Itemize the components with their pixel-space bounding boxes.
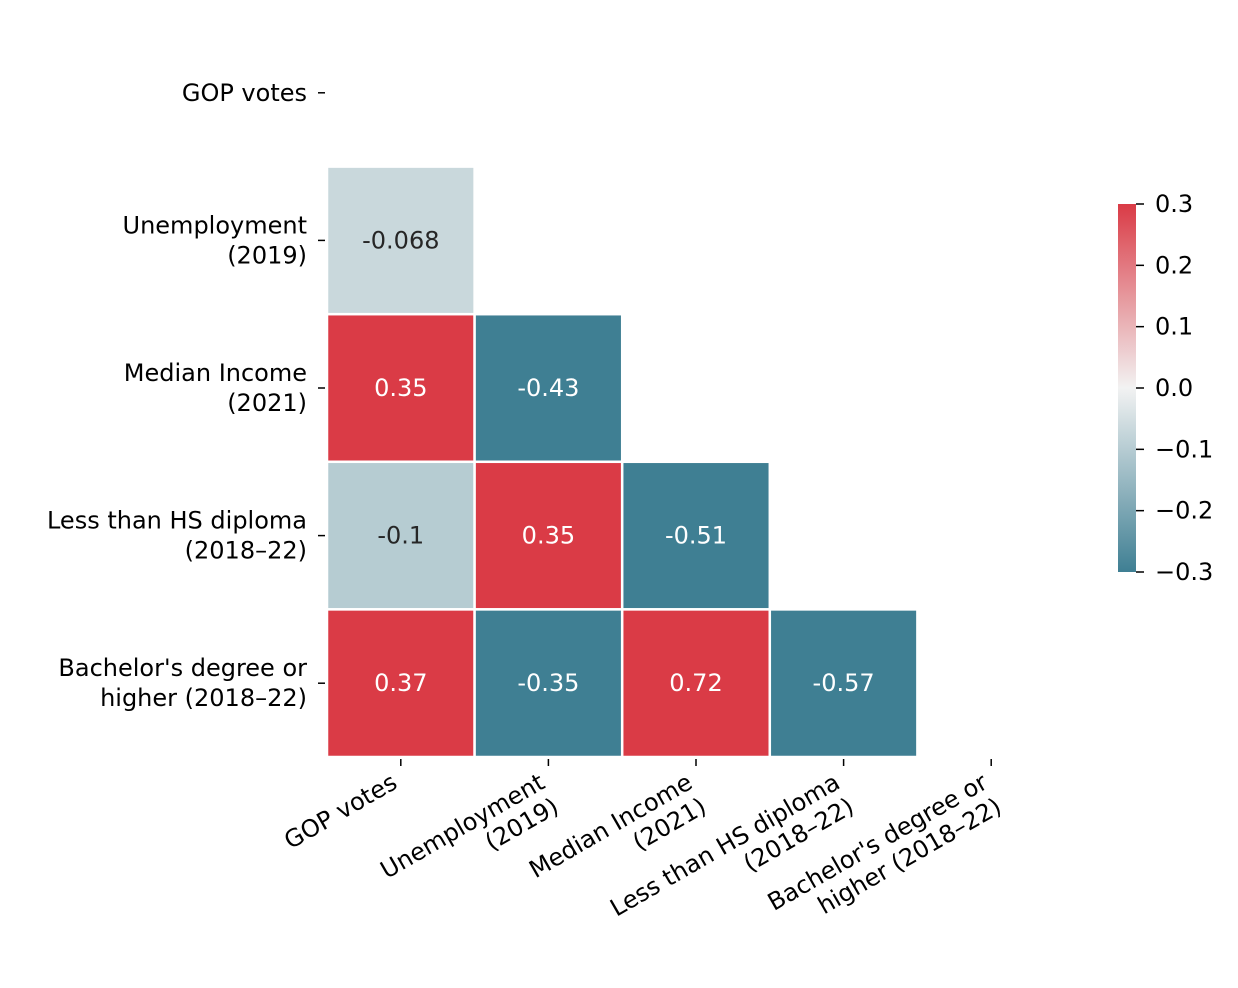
colorbar-tick-label: −0.1 <box>1155 435 1213 463</box>
cell-value-label: -0.35 <box>517 669 579 697</box>
y-tick-label-line: (2021) <box>227 389 307 417</box>
y-tick-label: GOP votes <box>182 79 307 107</box>
colorbar-tick-label: −0.3 <box>1155 558 1213 586</box>
y-axis: GOP votes Unemployment (2019) Median Income… <box>47 79 325 712</box>
colorbar-gradient <box>1118 204 1136 572</box>
heatmap-cell <box>473 312 624 464</box>
y-tick-label-line: (2019) <box>227 241 307 269</box>
colorbar: 0.3 0.2 0.1 0.0 −0.1 −0.2 −0.3 <box>1118 190 1213 586</box>
cell-value-label: -0.43 <box>517 374 579 402</box>
y-tick-label: Less than HS diploma (2018–22) <box>47 507 307 565</box>
heatmap-cell <box>325 608 476 759</box>
y-tick-label-line: Median Income <box>124 359 307 387</box>
cell-value-label: -0.1 <box>377 522 424 550</box>
colorbar-tick-label: 0.2 <box>1155 251 1193 279</box>
y-tick-label: Unemployment (2019) <box>123 211 307 269</box>
y-tick-label-line: higher (2018–22) <box>100 684 307 712</box>
y-tick-label-line: Less than HS diploma <box>47 507 307 535</box>
colorbar-tick-label: 0.3 <box>1155 190 1193 218</box>
cell-value-label: -0.51 <box>665 522 727 550</box>
cell-value-label: 0.37 <box>374 669 427 697</box>
y-tick-label-line: Unemployment <box>123 211 307 239</box>
y-tick-label: Median Income (2021) <box>124 359 307 417</box>
heatmap-cells <box>325 165 919 759</box>
y-tick-label-line: Bachelor's degree or <box>58 654 307 682</box>
heatmap-cell-labels: -0.068 0.35 -0.43 -0.1 0.35 -0.51 0.37 -0.35 0.7… <box>362 226 875 697</box>
colorbar-tick-label: −0.2 <box>1155 497 1213 525</box>
cell-value-label: 0.35 <box>522 522 575 550</box>
heatmap-cell <box>325 165 476 316</box>
heatmap-cell <box>620 460 772 611</box>
x-tick-label: Median Income(2021) <box>524 768 711 908</box>
colorbar-tick-label: 0.1 <box>1155 313 1193 341</box>
heatmap-cell <box>473 608 624 759</box>
cell-value-label: 0.72 <box>669 669 722 697</box>
y-tick-label-line: (2018–22) <box>185 537 307 565</box>
heatmap-cell <box>325 312 476 464</box>
x-tick-label-line: GOP votes <box>279 768 401 855</box>
cell-value-label: -0.57 <box>813 669 875 697</box>
cell-value-label: 0.35 <box>374 374 427 402</box>
x-tick-label: Unemployment(2019) <box>376 768 564 909</box>
heatmap-cell <box>620 608 772 759</box>
x-tick-label: GOP votes <box>279 768 401 855</box>
heatmap-cell <box>768 608 919 759</box>
y-tick-label-line: GOP votes <box>182 79 307 107</box>
cell-value-label: -0.068 <box>362 226 439 254</box>
colorbar-tick-label: 0.0 <box>1155 374 1193 402</box>
y-tick-label: Bachelor's degree or higher (2018–22) <box>58 654 307 712</box>
